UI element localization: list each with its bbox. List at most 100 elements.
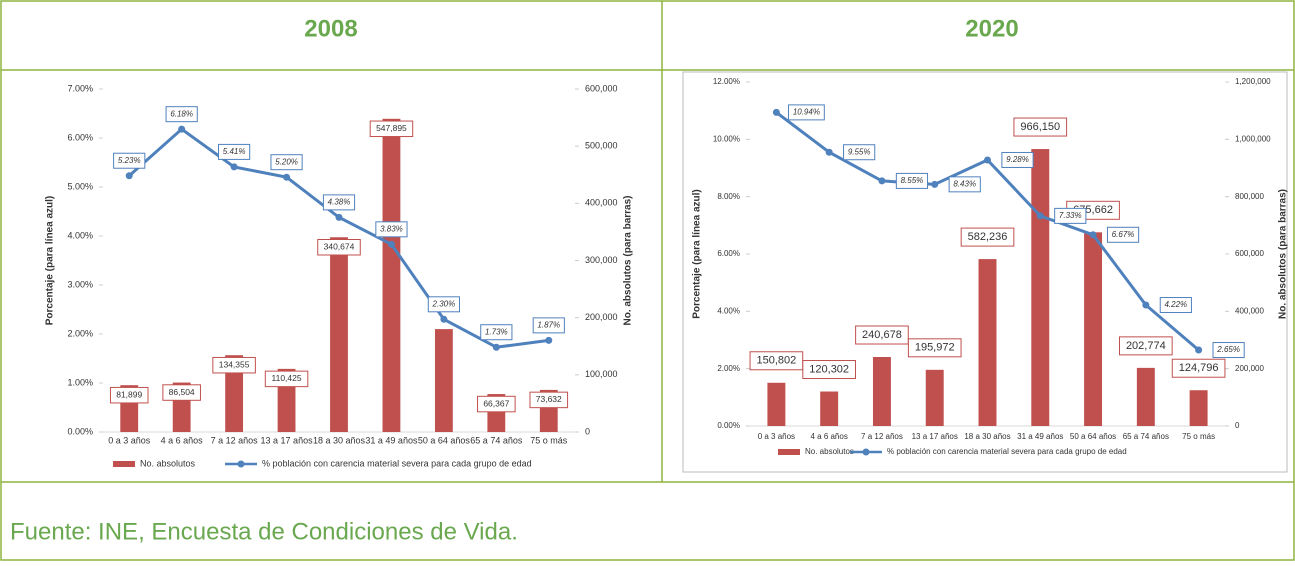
data-label: 547,895 — [376, 123, 407, 133]
bar — [1136, 367, 1155, 426]
point — [545, 336, 553, 344]
label-box — [162, 384, 201, 401]
point — [1195, 346, 1203, 354]
data-label: 966,150 — [1020, 121, 1060, 133]
x-tick-label: 75 o más — [1182, 432, 1215, 441]
legend-swatch — [778, 449, 800, 455]
data-label: 240,678 — [862, 329, 902, 341]
label-box — [109, 386, 149, 404]
label-box — [322, 194, 356, 211]
point — [984, 156, 991, 164]
y-tick-label: 5.00% — [67, 181, 93, 191]
y-tick-label: 7.00% — [67, 83, 93, 93]
label-box — [843, 144, 876, 161]
data-label: 8.55% — [901, 176, 924, 185]
label-box — [480, 324, 513, 341]
label-box — [1119, 336, 1173, 356]
label-box — [270, 154, 303, 171]
label-box — [895, 172, 929, 189]
data-label: 1.73% — [485, 327, 508, 336]
bar — [330, 237, 348, 432]
x-tick-label: 4 a 6 años — [161, 435, 204, 445]
legend-label: % población con carencia material severa… — [262, 458, 532, 468]
label-box — [532, 317, 565, 334]
data-label: 120,302 — [809, 363, 849, 375]
data-label: 1.87% — [537, 320, 560, 329]
point — [283, 173, 291, 181]
point — [1142, 301, 1150, 309]
y2-axis-title: No. absolutos (para barras) — [1278, 189, 1289, 319]
x-tick-label: 18 a 30 años — [313, 435, 366, 445]
legend-swatch — [113, 461, 135, 467]
label-box — [165, 106, 198, 123]
data-label: 202,774 — [1126, 340, 1166, 352]
data-label: 150,802 — [757, 355, 797, 367]
x-tick-label: 65 a 74 años — [470, 435, 523, 445]
label-box — [802, 360, 856, 380]
x-tick-label: 65 a 74 años — [1123, 432, 1169, 441]
y-tick-label: 3.00% — [67, 279, 93, 289]
x-tick-label: 50 a 64 años — [418, 435, 471, 445]
bar — [767, 382, 786, 426]
label-box — [1171, 358, 1226, 378]
label-box — [113, 152, 146, 169]
x-tick-label: 4 a 6 años — [810, 432, 847, 441]
point — [335, 213, 343, 221]
x-tick-label: 31 a 49 años — [1017, 432, 1063, 441]
y-tick-label: 1.00% — [67, 377, 93, 387]
x-tick-label: 0 a 3 años — [758, 432, 795, 441]
x-tick-label: 0 a 3 años — [108, 435, 151, 445]
point — [387, 240, 395, 248]
point — [230, 163, 238, 171]
source: Fuente: INE, Encuesta de Condiciones de … — [10, 518, 518, 545]
y-tick-label: 2.00% — [67, 328, 93, 338]
y-axis-title: Porcentaje (para línea azul) — [692, 189, 703, 319]
label-box — [218, 143, 251, 160]
x-tick-label: 13 a 17 años — [912, 432, 958, 441]
data-label: 9.55% — [848, 147, 871, 156]
data-label: 3.83% — [380, 224, 403, 233]
y-tick-label: 6.00% — [67, 132, 93, 142]
data-label: 9.28% — [1006, 155, 1029, 164]
bar — [820, 391, 839, 426]
data-label: 8.43% — [953, 179, 976, 188]
legend-label: No. absolutos — [805, 447, 854, 456]
bar — [382, 118, 401, 433]
label-box — [1159, 297, 1192, 314]
bar — [925, 369, 944, 426]
y2-tick-label: 500,000 — [585, 141, 618, 151]
header: 2020 — [965, 15, 1018, 42]
label-box — [529, 391, 569, 409]
y2-tick-label: 200,000 — [585, 312, 618, 322]
y2-tick-label: 0 — [585, 426, 590, 436]
x-tick-label: 75 o más — [530, 435, 568, 445]
data-label: 81,899 — [116, 389, 142, 399]
label-box — [948, 176, 981, 193]
y2-tick-label: 1,200,000 — [1235, 77, 1271, 86]
data-label: 582,236 — [968, 231, 1008, 243]
legend-swatch — [237, 460, 245, 468]
label-box — [317, 238, 361, 256]
data-label: 340,674 — [324, 241, 355, 251]
data-label: 73,632 — [536, 394, 562, 404]
y-tick-label: 2.00% — [717, 364, 740, 373]
point — [1089, 231, 1097, 239]
point — [825, 148, 833, 156]
data-label: 66,367 — [483, 398, 509, 408]
y2-tick-label: 300,000 — [585, 255, 618, 265]
y-tick-label: 10.00% — [713, 134, 740, 143]
label-box — [855, 325, 909, 345]
data-label: 6.18% — [170, 109, 193, 118]
legend-swatch — [862, 448, 870, 456]
point — [125, 172, 133, 180]
data-label: 134,355 — [219, 359, 250, 369]
label-box — [1212, 342, 1245, 359]
data-label: 5.23% — [118, 156, 141, 165]
x-tick-label: 7 a 12 años — [861, 432, 903, 441]
label-box — [907, 338, 962, 358]
label-box — [375, 221, 408, 238]
y-tick-label: 0.00% — [67, 426, 93, 436]
y-tick-label: 8.00% — [717, 192, 740, 201]
x-tick-label: 50 a 64 años — [1070, 432, 1116, 441]
